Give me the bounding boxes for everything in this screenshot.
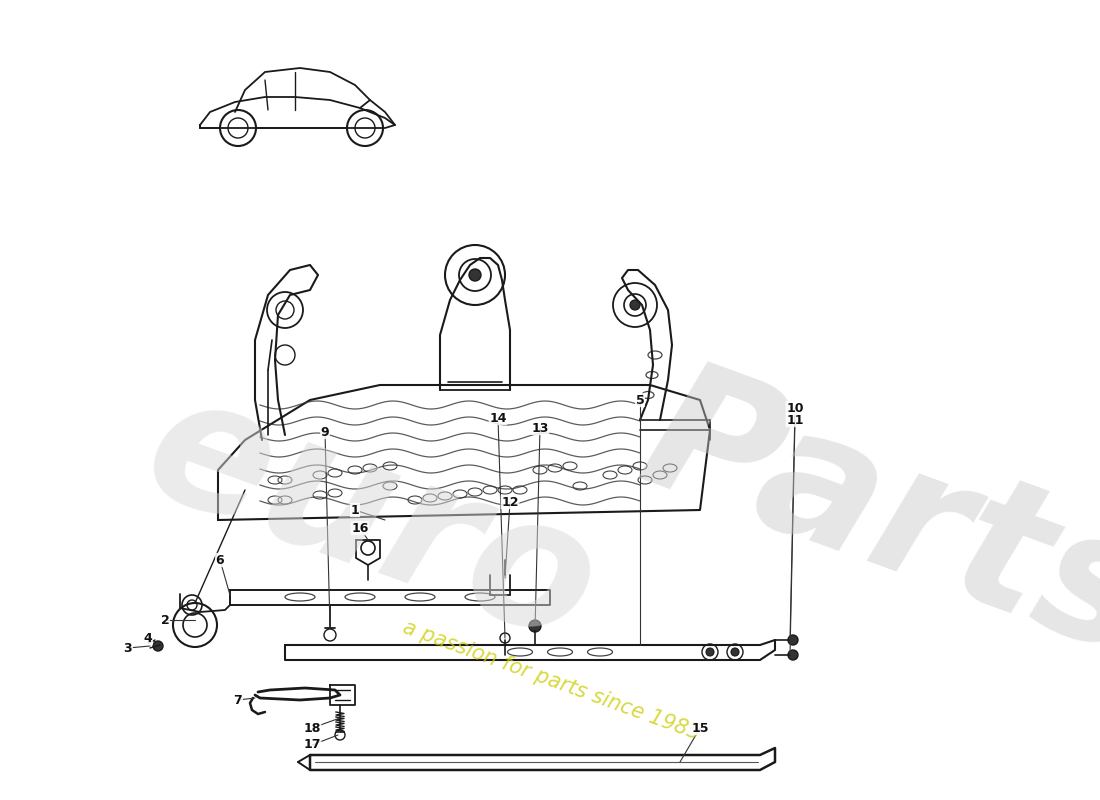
Text: euro: euro [124,358,620,682]
Text: 3: 3 [123,642,132,654]
Circle shape [788,635,798,645]
Text: Parts: Parts [620,347,1100,693]
Text: 12: 12 [502,495,519,509]
Text: a passion for parts since 1985: a passion for parts since 1985 [400,617,703,743]
Text: 10: 10 [786,402,804,414]
Text: 11: 11 [786,414,804,426]
Circle shape [630,300,640,310]
Text: 6: 6 [216,554,224,566]
Circle shape [469,269,481,281]
Text: 16: 16 [351,522,369,534]
Circle shape [732,648,739,656]
Text: 17: 17 [304,738,321,751]
Circle shape [788,650,798,660]
Text: 1: 1 [351,503,360,517]
Text: 9: 9 [321,426,329,438]
Circle shape [153,641,163,651]
Text: 14: 14 [490,411,507,425]
Text: 5: 5 [636,394,645,406]
Text: 2: 2 [161,614,169,626]
Circle shape [706,648,714,656]
Text: 15: 15 [691,722,708,734]
Text: 4: 4 [144,631,153,645]
Text: 18: 18 [304,722,321,734]
Circle shape [529,620,541,632]
Text: 7: 7 [233,694,242,706]
Text: 13: 13 [531,422,549,434]
